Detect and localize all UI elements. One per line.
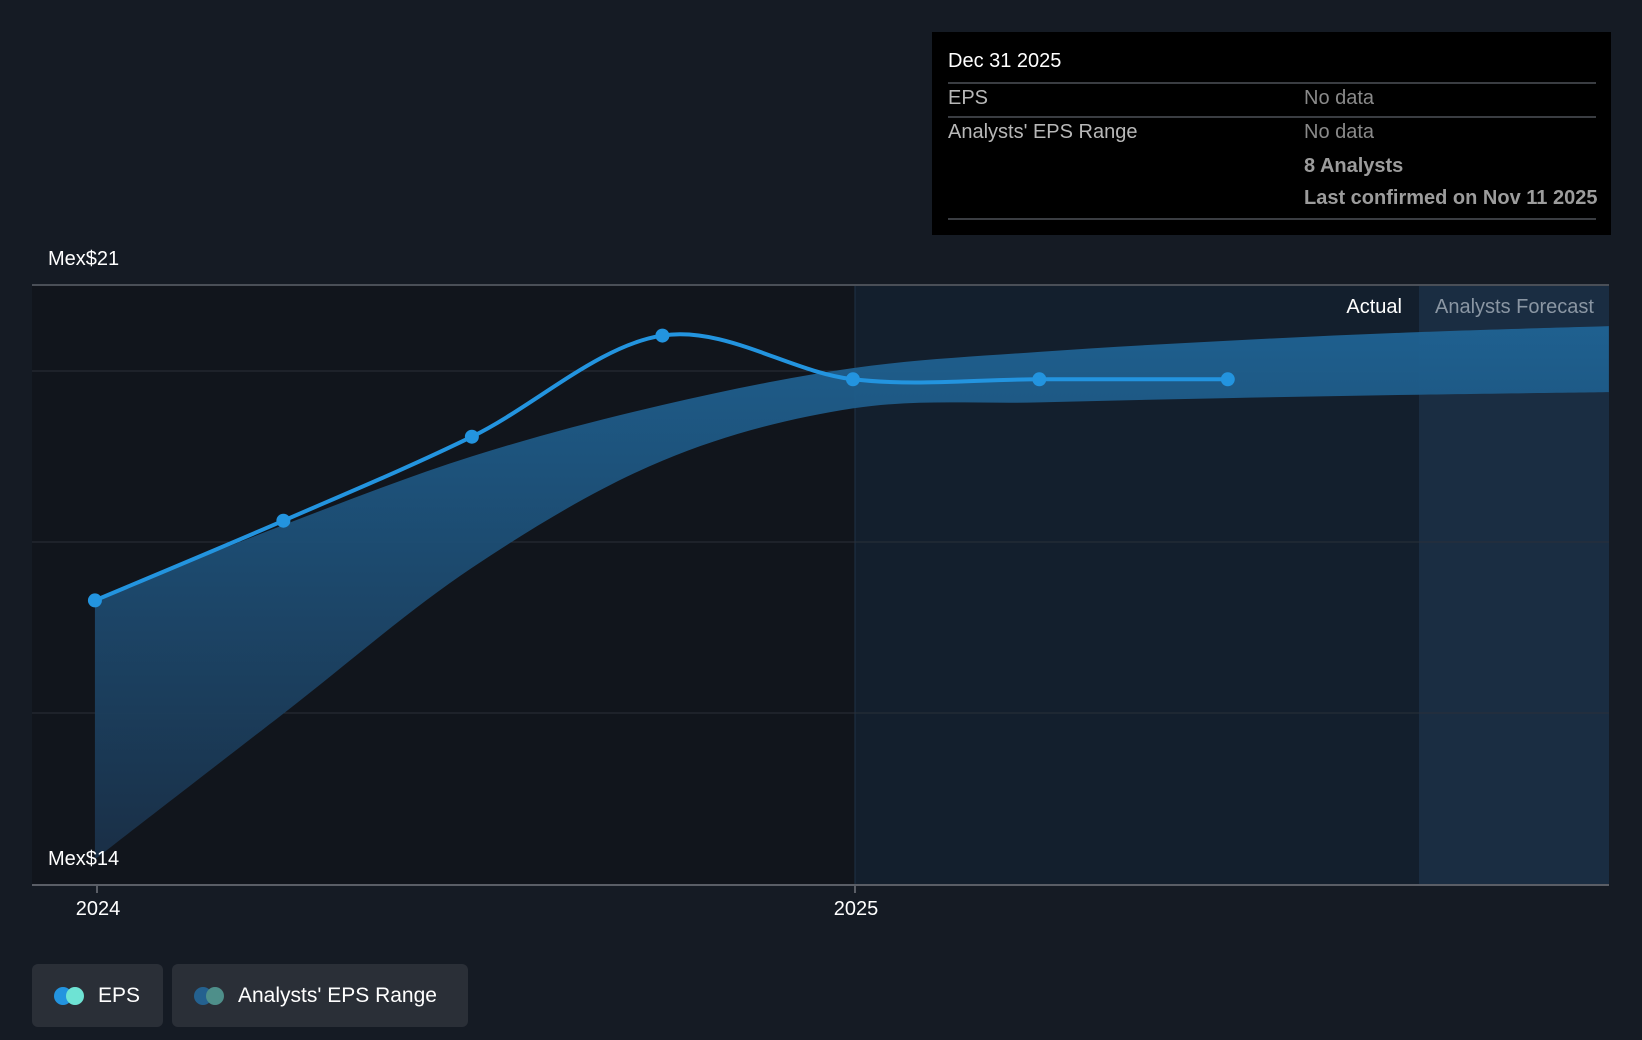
tooltip-eps-value: No data	[1304, 87, 1375, 109]
x-tick-label-2024: 2024	[75, 898, 121, 920]
tooltip-date: Dec 31 2025	[948, 50, 1062, 72]
eps-data-point[interactable]	[1032, 372, 1047, 387]
forecast-region-label: Analysts Forecast	[1435, 296, 1594, 318]
eps-data-point[interactable]	[87, 593, 102, 608]
eps-data-point[interactable]	[655, 328, 670, 343]
eps-data-point[interactable]	[464, 429, 479, 444]
x-tick-label-2025: 2025	[833, 898, 879, 920]
eps-data-point[interactable]	[1220, 372, 1235, 387]
divider	[948, 116, 1596, 118]
tooltip: Dec 31 2025 EPS No data Analysts' EPS Ra…	[932, 32, 1611, 235]
eps-legend-icon	[54, 986, 86, 1005]
actual-region-label: Actual	[1346, 296, 1402, 318]
eps-data-point[interactable]	[845, 372, 860, 387]
divider	[948, 218, 1596, 220]
tooltip-range-value: No data	[1304, 121, 1375, 143]
eps-data-point[interactable]	[276, 513, 291, 528]
legend-analysts-range[interactable]: Analysts' EPS Range	[172, 964, 468, 1027]
y-tick-label-top: Mex$21	[48, 248, 120, 270]
tooltip-eps-label: EPS	[948, 87, 989, 109]
range-legend-icon	[194, 986, 226, 1005]
tooltip-range-label: Analysts' EPS Range	[948, 121, 1138, 143]
tooltip-confirmed: Last confirmed on Nov 11 2025	[1304, 187, 1598, 209]
legend-range-label: Analysts' EPS Range	[238, 983, 437, 1007]
eps-range-band[interactable]	[94, 326, 1609, 860]
y-tick-label-bottom: Mex$14	[48, 848, 120, 870]
legend-eps-label: EPS	[98, 983, 141, 1007]
divider	[948, 82, 1596, 84]
tooltip-analysts: 8 Analysts	[1304, 155, 1404, 177]
legend-eps[interactable]: EPS	[32, 964, 163, 1027]
